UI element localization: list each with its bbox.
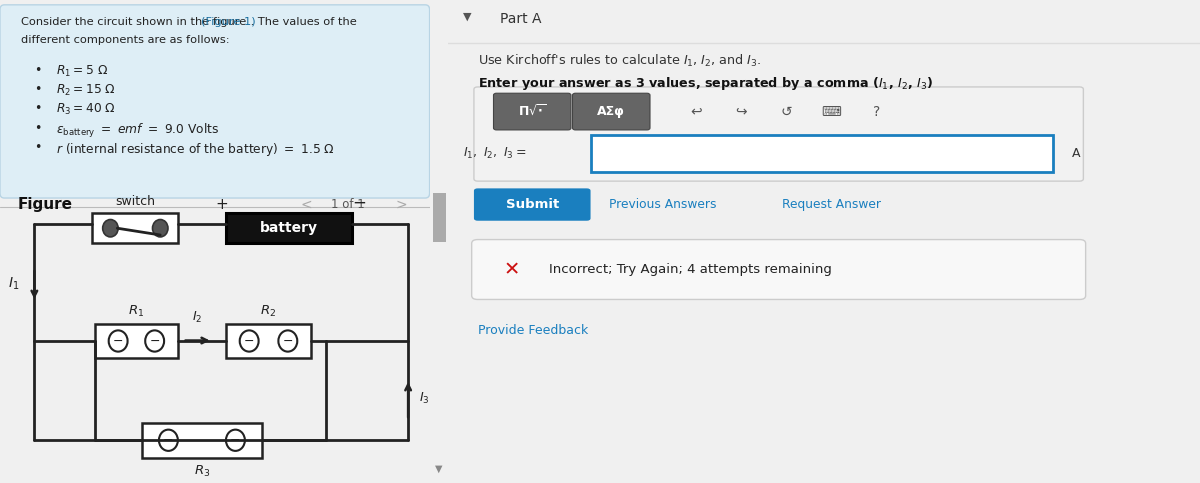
Text: •: • (35, 102, 42, 115)
Text: Figure: Figure (17, 197, 72, 212)
Text: Provide Feedback: Provide Feedback (478, 324, 588, 337)
Circle shape (103, 219, 118, 237)
Text: −: − (150, 335, 160, 347)
Text: ?: ? (872, 105, 880, 118)
Text: switch: switch (115, 195, 155, 208)
FancyBboxPatch shape (493, 93, 571, 130)
Text: −: − (163, 434, 174, 447)
Text: Submit: Submit (505, 198, 559, 211)
Circle shape (152, 219, 168, 237)
Bar (226, 324, 312, 358)
Text: ↪: ↪ (736, 105, 746, 118)
Bar (226, 213, 353, 243)
Text: −: − (113, 335, 124, 347)
Circle shape (145, 330, 164, 352)
Bar (433, 193, 445, 242)
Text: $\mathbf{\Pi}\sqrt{\mathbf{\cdot}}$: $\mathbf{\Pi}\sqrt{\mathbf{\cdot}}$ (518, 104, 546, 119)
Text: $R_3$: $R_3$ (193, 464, 210, 479)
Text: $R_2$: $R_2$ (260, 304, 276, 319)
Circle shape (158, 430, 178, 451)
Text: •: • (35, 122, 42, 135)
Text: −: − (282, 335, 293, 347)
Text: AΣφ: AΣφ (598, 105, 625, 118)
Text: •: • (35, 141, 42, 154)
Text: ↩: ↩ (690, 105, 702, 118)
Text: 1 of 1: 1 of 1 (331, 198, 365, 211)
Text: Request Answer: Request Answer (782, 198, 882, 211)
Text: ▼: ▼ (463, 12, 472, 22)
Bar (92, 213, 179, 243)
Text: $I_2$: $I_2$ (192, 310, 202, 325)
Circle shape (278, 330, 298, 352)
Text: Incorrect; Try Again; 4 attempts remaining: Incorrect; Try Again; 4 attempts remaini… (550, 263, 832, 276)
Text: +: + (216, 197, 228, 212)
Text: $I_1,\ I_2,\ I_3 =$: $I_1,\ I_2,\ I_3 =$ (463, 146, 526, 161)
Text: •: • (35, 64, 42, 77)
Text: ✕: ✕ (503, 260, 520, 279)
Text: A: A (1072, 147, 1080, 160)
Circle shape (109, 330, 127, 352)
FancyBboxPatch shape (474, 188, 590, 221)
Text: Use Kirchoff's rules to calculate $I_1$, $I_2$, and $I_3$.: Use Kirchoff's rules to calculate $I_1$,… (478, 53, 761, 69)
Text: $R_3 = 40\ \Omega$: $R_3 = 40\ \Omega$ (56, 102, 115, 117)
Text: . The values of the: . The values of the (247, 17, 358, 27)
Text: >: > (395, 198, 407, 212)
Text: $R_2 = 15\ \Omega$: $R_2 = 15\ \Omega$ (56, 83, 115, 98)
Text: $R_1 = 5\ \Omega$: $R_1 = 5\ \Omega$ (56, 64, 108, 79)
Text: $\epsilon_{\mathrm{battery}}\ =\ \mathit{emf}\ =\ 9.0\ \mathrm{Volts}$: $\epsilon_{\mathrm{battery}}\ =\ \mathit… (56, 122, 220, 140)
Text: $r\ \mathrm{(internal\ resistance\ of\ the\ battery)}\ =\ 1.5\ \Omega$: $r\ \mathrm{(internal\ resistance\ of\ t… (56, 141, 335, 158)
Text: −: − (352, 194, 366, 212)
Text: ⌨: ⌨ (821, 105, 841, 118)
Text: −: − (244, 335, 254, 347)
Text: $R_1$: $R_1$ (128, 304, 144, 319)
Text: Part A: Part A (500, 12, 541, 26)
Text: ▼: ▼ (436, 463, 443, 473)
Text: battery: battery (260, 221, 318, 235)
Text: $I_3$: $I_3$ (419, 391, 430, 406)
Bar (142, 423, 262, 458)
Bar (95, 324, 179, 358)
Circle shape (240, 330, 259, 352)
Text: •: • (35, 83, 42, 96)
Circle shape (226, 430, 245, 451)
Text: Previous Answers: Previous Answers (610, 198, 716, 211)
Text: Enter your answer as 3 values, separated by a comma ($I_1$, $I_2$, $I_3$): Enter your answer as 3 values, separated… (478, 75, 932, 92)
FancyBboxPatch shape (572, 93, 650, 130)
Text: Consider the circuit shown in the figure: Consider the circuit shown in the figure (22, 17, 251, 27)
FancyBboxPatch shape (474, 87, 1084, 181)
Text: different components are as follows:: different components are as follows: (22, 35, 230, 45)
Text: ↺: ↺ (780, 105, 792, 118)
FancyBboxPatch shape (472, 240, 1086, 299)
Text: −: − (230, 434, 241, 447)
Text: <: < (301, 198, 312, 212)
Bar (590, 135, 1054, 172)
Text: (Figure 1): (Figure 1) (202, 17, 256, 27)
Text: $I_1$: $I_1$ (8, 275, 19, 292)
FancyBboxPatch shape (0, 5, 430, 198)
